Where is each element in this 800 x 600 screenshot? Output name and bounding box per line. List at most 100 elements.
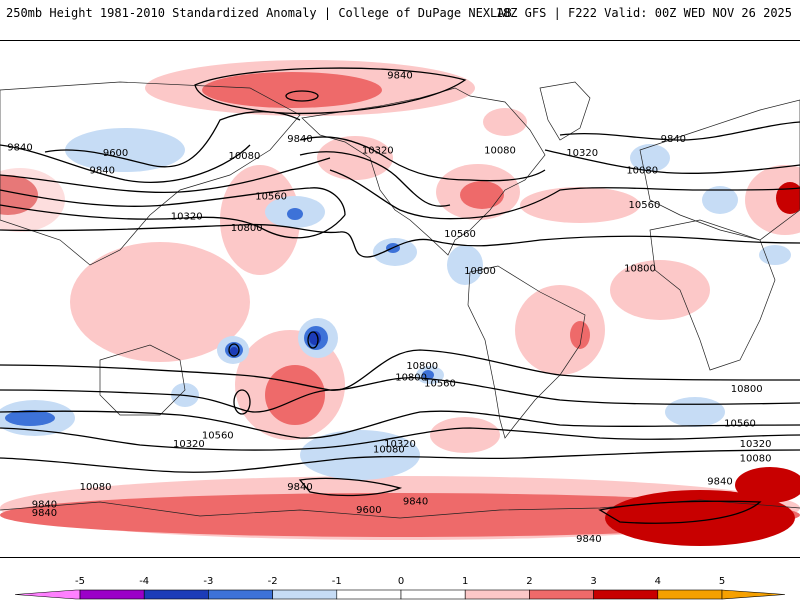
anomaly-map: 9840984098409600984010080105601032010800… — [0, 60, 800, 546]
contour-label: 9840 — [7, 142, 32, 153]
colorbar-tick: -3 — [203, 576, 213, 587]
anomaly-positive-europe-east — [745, 165, 800, 235]
contour-label: 10800 — [464, 266, 496, 277]
south-america-outline — [467, 265, 586, 439]
contour-label-layer: 9840984098409600984010080105601032010800… — [7, 71, 772, 545]
contour-9600-asia — [44, 111, 301, 168]
contour-label: 10320 — [740, 439, 772, 450]
contour-label: 10080 — [373, 445, 405, 456]
contour-10560-namerica — [329, 169, 800, 220]
contour-10800-south — [0, 349, 800, 391]
contour-label: 9840 — [287, 482, 312, 493]
colorbar-tick: 1 — [462, 576, 468, 587]
contour-10080-atlantic — [544, 149, 800, 174]
anomaly-negative-southern-ocean — [300, 430, 420, 480]
contour-label: 10320 — [384, 439, 416, 450]
colorbar-segment — [400, 589, 466, 600]
colorbar-tick: -1 — [332, 576, 342, 587]
contour-label: 9840 — [387, 71, 412, 82]
anomaly-strong-arctic — [202, 72, 382, 108]
contour-9840-asia — [0, 144, 251, 183]
contour-label: 10560 — [724, 419, 756, 430]
contour-9840-south — [0, 449, 800, 473]
anomaly-positive-south-atlantic — [430, 417, 500, 453]
anomaly-negative-mideast — [759, 245, 791, 265]
contour-label: 9840 — [707, 476, 732, 487]
contour-label: 9840 — [287, 134, 312, 145]
contour-9600-south — [298, 477, 403, 497]
contour-10320-asia — [0, 187, 346, 216]
africa-outline — [649, 219, 776, 371]
contour-label: 9840 — [89, 166, 114, 177]
colorbar-segment — [143, 589, 209, 600]
anomaly-strong-tasman — [230, 347, 238, 355]
anomaly-strong-usa — [460, 181, 504, 209]
contour-label: 10320 — [566, 148, 598, 159]
anomaly-negative-siberia — [65, 128, 185, 172]
colorbar-segment — [657, 589, 723, 600]
colorbar-segment — [464, 589, 530, 600]
anomaly-positive-brazil — [515, 285, 605, 375]
map-frame — [0, 40, 800, 558]
contour-label: 10320 — [171, 212, 203, 223]
colorbar-tick-labels: -5 -4 -3 -2 -1 0 1 2 3 4 5 — [75, 576, 725, 587]
europe-outline — [639, 99, 800, 241]
contour-label: 9840 — [32, 508, 57, 519]
contour-label: 10560 — [629, 200, 661, 211]
anomaly-strong-europe-east — [776, 182, 800, 214]
colorbar-segment — [208, 589, 273, 600]
contour-10080-namerica — [299, 136, 546, 182]
contour-label: 10800 — [406, 361, 438, 372]
contour-label: 10080 — [626, 166, 658, 177]
colorbar-tick: 0 — [398, 576, 404, 587]
contour-label: 9840 — [403, 496, 428, 507]
contour-label: 10080 — [229, 151, 261, 162]
contour-label: 10320 — [362, 145, 394, 156]
australia-outline — [99, 344, 186, 416]
anomaly-positive-eastasia — [70, 242, 250, 362]
contour-label: 10800 — [395, 373, 427, 384]
contour-label: 10320 — [173, 439, 205, 450]
anomaly-positive-pacific — [220, 165, 300, 275]
contour-9840-arctic — [194, 67, 467, 115]
contour-10080-south — [0, 427, 800, 451]
contour-label: 9840 — [32, 499, 57, 510]
contour-closed-low-south — [233, 389, 251, 415]
anomaly-strong-antarctic-ne — [735, 467, 800, 503]
anomaly-strong-southern-ring — [0, 493, 800, 537]
map-title: 250mb Height 1981-2010 Standardized Anom… — [6, 6, 512, 20]
anomaly-negative-europe — [702, 186, 738, 214]
anomaly-negative-south-atlantic — [665, 397, 725, 427]
colorbar-segments — [14, 589, 786, 600]
eurasia-outline — [0, 81, 301, 266]
model-run-valid-time: 18Z GFS | F222 Valid: 00Z WED NOV 26 202… — [495, 6, 792, 20]
anomaly-positive-asia-west — [0, 168, 65, 232]
colorbar-tick: -4 — [139, 576, 149, 587]
anomaly-positive-canada — [483, 108, 527, 136]
contour-label: 9600 — [103, 148, 128, 159]
anomaly-negative-caribbean — [447, 245, 483, 285]
anomaly-strong-brazil — [570, 321, 590, 349]
colorbar-tick: 2 — [526, 576, 532, 587]
colorbar-arrow-max — [721, 589, 786, 600]
colorbar-segment — [79, 589, 145, 600]
anomaly-positive-africa — [610, 260, 710, 320]
contour-label: 10560 — [255, 191, 287, 202]
contour-9840-antarctic — [598, 500, 762, 524]
greenland-outline — [539, 81, 591, 141]
contour-10800-tropics — [0, 223, 800, 258]
contour-label: 10560 — [202, 430, 234, 441]
colorbar-tick: 5 — [719, 576, 725, 587]
height-contour-layer — [0, 67, 800, 524]
contour-label: 10560 — [444, 229, 476, 240]
contour-10560-asia — [0, 204, 346, 239]
colorbar-segment — [336, 589, 402, 600]
colorbar-tick: -2 — [268, 576, 278, 587]
contour-label: 9840 — [576, 534, 601, 545]
colorbar-segment — [593, 589, 659, 600]
contour-label: 9840 — [661, 134, 686, 145]
anomaly-moderate-aleutian — [287, 208, 303, 220]
contour-label: 10080 — [740, 453, 772, 464]
contour-10320-pacific — [299, 151, 451, 207]
anomaly-positive-bering — [317, 136, 393, 180]
